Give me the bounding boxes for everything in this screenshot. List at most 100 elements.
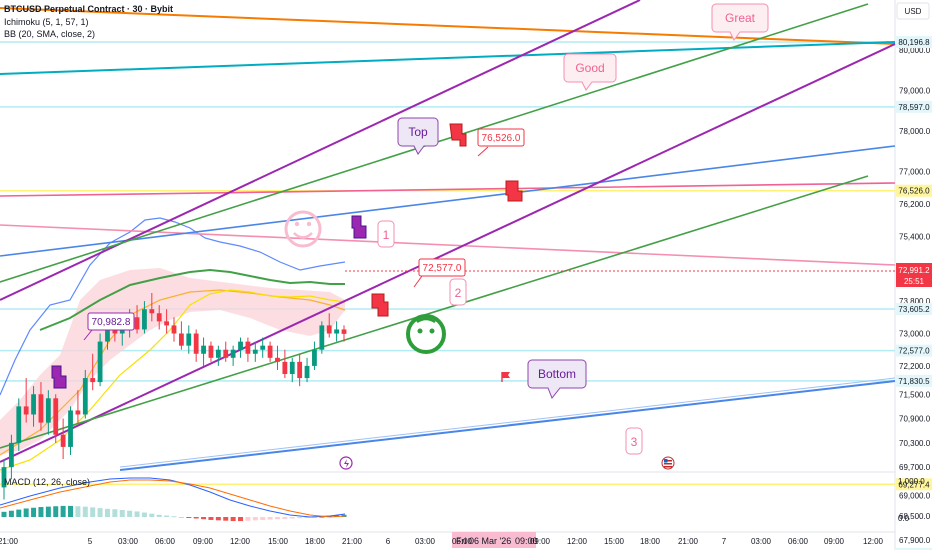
price-tick-13: 69,700.0 [899,463,931,472]
candle-body-5 [39,394,44,422]
symbol-title[interactable]: BTCUSD Perpetual Contract · 30 · Bybit [4,4,173,15]
macd-bar-13 [98,508,103,517]
price-tick-9: 72,200.0 [899,362,931,371]
macd-bar-23 [172,516,177,517]
us-flag-event-icon[interactable] [662,457,674,469]
macd-bar-15 [112,509,117,517]
candle-body-25 [186,334,191,346]
candle-body-27 [201,346,206,354]
indicator-bb-label[interactable]: BB (20, SMA, close, 2) [4,29,95,40]
candle-body-6 [46,398,51,422]
candle-body-26 [194,334,199,354]
price-tick-2: 78,000.0 [899,127,931,136]
price-tick-3: 77,000.0 [899,168,931,177]
candle-body-19 [142,309,147,329]
time-tick-7: 18:00 [305,537,326,546]
price-tick-16: 67,900.0 [899,536,931,545]
price-tick-1: 79,000.0 [899,87,931,96]
macd-bar-12 [90,507,95,517]
step-marker-3[interactable]: 3 [626,428,642,454]
time-tick-5: 12:00 [230,537,251,546]
price-note-70982-text: 70,982.8 [92,317,131,328]
currency-button[interactable]: USD [897,3,929,19]
candle-body-34 [253,350,258,354]
macd-bar-14 [105,509,110,517]
time-tick-2: 03:00 [118,537,139,546]
macd-bar-32 [238,517,243,521]
macd-bar-38 [282,517,287,519]
macd-pane[interactable] [2,506,347,521]
price-tick-5: 75,400.0 [899,232,931,241]
time-tick-8: 21:00 [342,537,363,546]
candle-body-11 [83,378,88,414]
macd-bar-27 [201,517,206,519]
price-label-0: 80,196.8 [898,38,930,47]
candle-body-13 [98,342,103,383]
macd-bar-11 [83,507,88,517]
current-price-tag: 72,991.2 25:51 [896,263,932,287]
macd-bar-37 [275,517,280,519]
macd-bar-35 [260,517,265,520]
candle-body-4 [31,394,36,414]
macd-bar-26 [194,517,199,518]
macd-bar-24 [179,517,184,518]
step-marker-2[interactable]: 2 [450,279,466,305]
macd-bar-39 [290,517,295,518]
macd-bar-9 [68,506,73,517]
step-marker-2-text: 2 [455,286,462,300]
candle-body-33 [246,342,251,354]
time-tick-12: 09:00 [530,537,551,546]
macd-bar-40 [297,517,302,518]
candle-body-41 [305,366,310,378]
candle-body-10 [76,410,81,414]
candle-body-43 [319,325,324,349]
candle-body-45 [334,329,339,333]
candle-body-28 [209,346,214,358]
time-tick-15: 18:00 [640,537,661,546]
candle-body-1 [9,443,14,467]
time-tick-10: 03:00 [415,537,436,546]
macd-indicator-label[interactable]: MACD (12, 26, close) [4,477,90,488]
macd-bar-8 [61,506,66,517]
callout-bottom-text: Bottom [538,367,576,381]
lightning-event-icon[interactable] [340,457,352,469]
time-tick-16: 21:00 [678,537,699,546]
current-price-countdown: 25:51 [904,277,925,286]
macd-tick-1000: 1,000.0 [898,477,925,486]
price-tick-10: 71,500.0 [899,390,931,399]
candle-body-22 [164,321,169,325]
price-label-2: 76,526.0 [898,187,930,196]
price-tick-14: 69,000.0 [899,492,931,501]
time-tick-11: 06:00 [452,537,473,546]
currency-label: USD [905,7,922,16]
price-note-72577-text: 72,577.0 [423,263,462,274]
time-tick-18: 03:00 [751,537,772,546]
candle-body-3 [24,406,29,414]
indicator-ichimoku-label[interactable]: Ichimoku (5, 1, 57, 1) [4,17,89,28]
candle-body-20 [149,309,154,313]
callout-good-text: Good [575,61,604,75]
step-marker-1[interactable]: 1 [378,221,394,247]
macd-bar-4 [31,508,36,517]
price-tick-8: 73,000.0 [899,330,931,339]
candle-body-39 [290,362,295,374]
time-tick-13: 12:00 [567,537,588,546]
macd-bar-6 [46,507,51,517]
macd-bar-18 [135,511,140,517]
candle-body-38 [282,362,287,374]
macd-tick-0: 0.0 [898,514,910,523]
macd-bar-2 [16,510,21,517]
macd-bar-3 [24,508,29,517]
candle-body-21 [157,313,162,321]
macd-bar-20 [149,514,154,517]
candle-body-35 [260,346,265,350]
candle-body-7 [53,398,58,434]
macd-bar-30 [223,517,228,521]
macd-bar-22 [164,516,169,517]
macd-bar-33 [245,517,250,521]
price-label-5: 71,830.5 [898,377,930,386]
macd-bar-1 [9,511,14,517]
